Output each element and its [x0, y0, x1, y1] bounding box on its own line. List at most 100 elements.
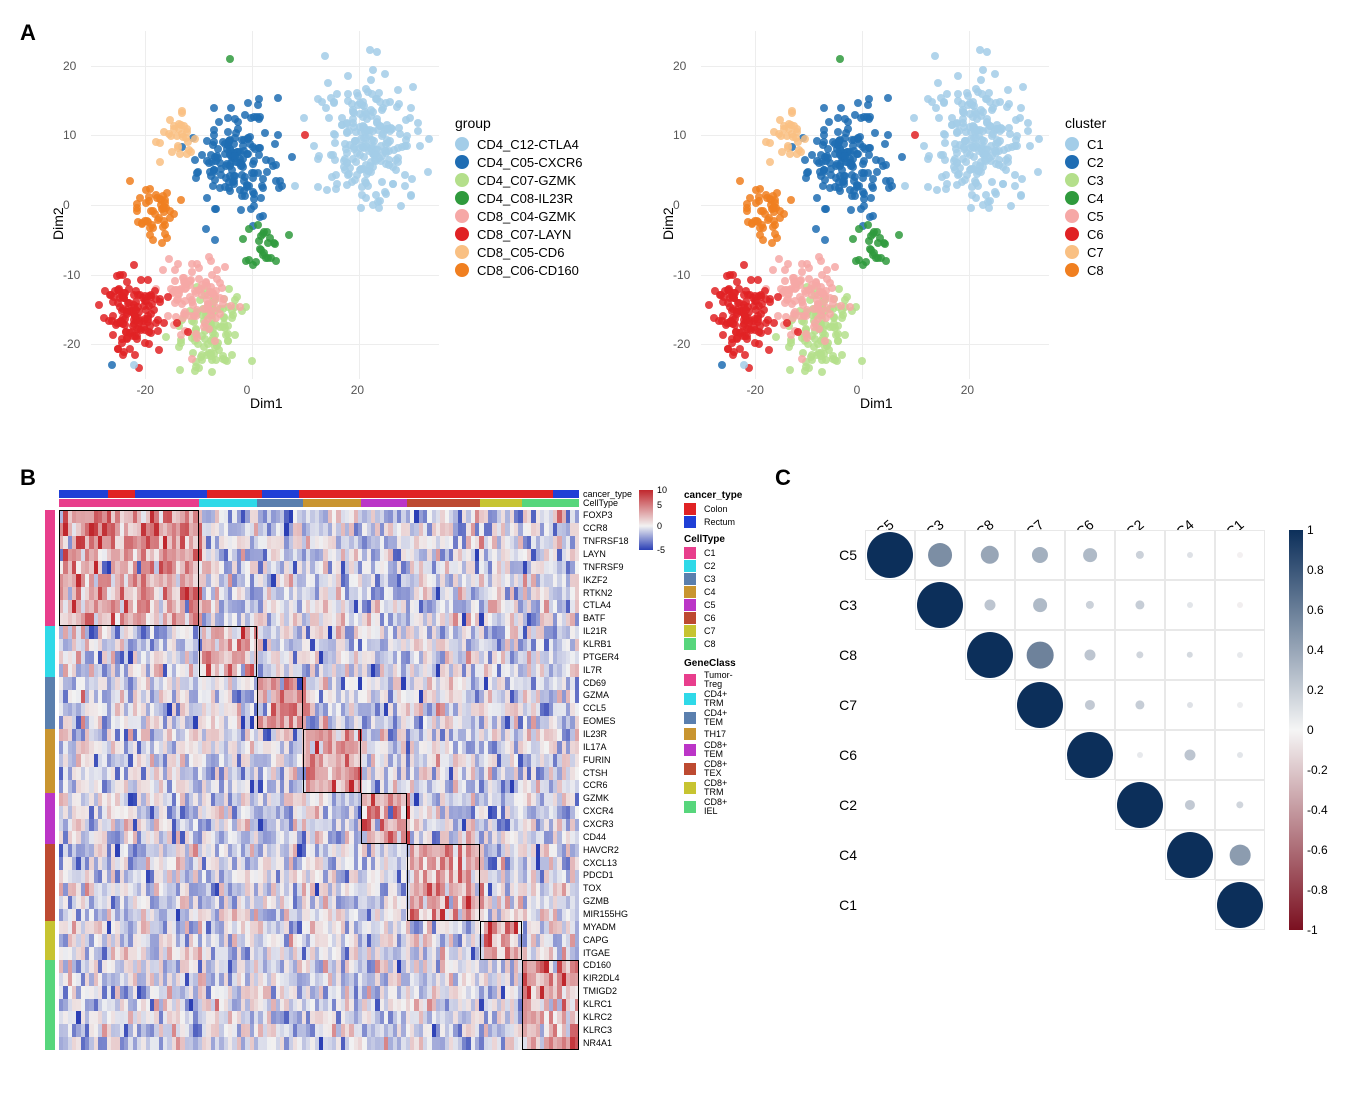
scatter-point [397, 202, 405, 210]
ytick-label: -20 [63, 337, 80, 351]
scatter-point [783, 319, 791, 327]
scatter-point [227, 302, 235, 310]
scatter-point [705, 301, 713, 309]
scatter-point [148, 221, 156, 229]
scatter-point [395, 100, 403, 108]
scatter-point [414, 119, 422, 127]
scatter-point [864, 101, 872, 109]
scatter-point [750, 323, 758, 331]
scatter-point [761, 210, 769, 218]
scatter-point [924, 183, 932, 191]
heatmap-top-cancer [207, 490, 262, 498]
scatter-point [989, 130, 997, 138]
scatter-point [830, 295, 838, 303]
scatter-point [754, 276, 762, 284]
scatter-point [846, 303, 854, 311]
scatter-point [150, 306, 158, 314]
scatter-left-xlabel: Dim1 [250, 395, 283, 411]
scatter-point [409, 83, 417, 91]
scatter-point [770, 319, 778, 327]
scatter-point [209, 141, 217, 149]
scatter-point [394, 144, 402, 152]
scatter-point [210, 104, 218, 112]
scatter-point [156, 139, 164, 147]
legend-label: CD4_C07-GZMK [477, 174, 576, 187]
scatter-point [793, 128, 801, 136]
scatter-point [231, 331, 239, 339]
scatter-point [403, 142, 411, 150]
scatter-point [858, 357, 866, 365]
scatter-point [152, 295, 160, 303]
scatter-point [108, 361, 116, 369]
heatmap-gene-label: IL23R [583, 730, 607, 739]
legend-item: CD4_C05-CXCR6 [455, 155, 582, 169]
scatter-point [977, 106, 985, 114]
heatmap-top-cancer [359, 490, 409, 498]
scatter-point [203, 194, 211, 202]
heatmap-cell [575, 729, 580, 742]
heatmap-cell [575, 793, 580, 806]
scatter-point [754, 315, 762, 323]
scatter-point [962, 158, 970, 166]
legend-label: CD8_C04-GZMK [477, 210, 576, 223]
heatmap-cell [575, 574, 580, 587]
scatter-point [116, 271, 124, 279]
scatter-point [259, 175, 267, 183]
scatter-point [208, 158, 216, 166]
heatmap-gene-label: KLRB1 [583, 640, 612, 649]
scatter-point [226, 55, 234, 63]
scatter-point [414, 127, 422, 135]
scatter-point [333, 180, 341, 188]
scatter-point [869, 212, 877, 220]
heatmap-cell [575, 561, 580, 574]
legend-item: C7 [1065, 245, 1106, 259]
legend-item: CD8_C06-CD160 [455, 263, 582, 277]
scatter-point [772, 333, 780, 341]
scatter-point [881, 240, 889, 248]
scatter-point [225, 285, 233, 293]
scatter-point [173, 286, 181, 294]
scatter-point [373, 48, 381, 56]
scatter-point [863, 113, 871, 121]
heatmap-gene-label: CCR8 [583, 524, 608, 533]
scatter-point [191, 135, 199, 143]
legend-item: C1 [1065, 137, 1106, 151]
xtick-label: -20 [747, 383, 764, 397]
scatter-point [123, 278, 131, 286]
scatter-point [213, 266, 221, 274]
scatter-point [378, 178, 386, 186]
scatter-point [783, 286, 791, 294]
scatter-point [973, 115, 981, 123]
legend-swatch [1065, 137, 1079, 151]
heatmap-left-geneclass [45, 844, 55, 921]
scatter-left-wrap: Dim2 -20020-20-1001020 Dim1 [60, 30, 440, 410]
scatter-point [801, 367, 809, 375]
heatmap-gene-label: CCL5 [583, 704, 606, 713]
scatter-point [403, 132, 411, 140]
scatter-point [149, 236, 157, 244]
legend-label: C4 [1087, 192, 1104, 205]
scatter-point [379, 130, 387, 138]
gridline-h [91, 275, 439, 276]
scatter-point [310, 142, 318, 150]
scatter-point [211, 337, 219, 345]
scatter-point [760, 306, 768, 314]
scatter-point [821, 337, 829, 345]
scatter-point [154, 327, 162, 335]
scatter-point [740, 291, 748, 299]
legend-item: CD8_C04-GZMK [455, 209, 582, 223]
scatter-point [207, 151, 215, 159]
scatter-point [371, 156, 379, 164]
scatter-point [330, 99, 338, 107]
scatter-point [979, 201, 987, 209]
scatter-point [1007, 202, 1015, 210]
heatmap-cell [575, 690, 580, 703]
scatter-point [201, 319, 209, 327]
scatter-point [140, 323, 148, 331]
scatter-point [193, 334, 201, 342]
scatter-point [803, 169, 811, 177]
legend-label: CD4_C12-CTLA4 [477, 138, 579, 151]
scatter-point [762, 295, 770, 303]
scatter-point [742, 306, 750, 314]
heatmap-gene-label: IL21R [583, 627, 607, 636]
